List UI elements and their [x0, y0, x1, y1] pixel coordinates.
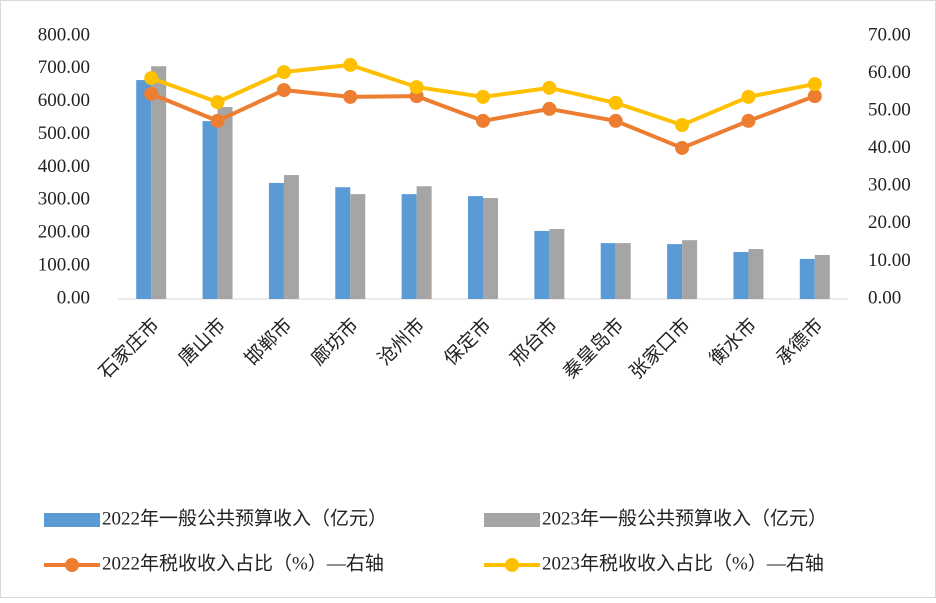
- line-marker: [343, 57, 358, 72]
- bar: [136, 80, 152, 300]
- line-marker: [675, 140, 690, 155]
- line-marker: [144, 71, 159, 86]
- bar: [549, 228, 565, 299]
- legend-swatch: [484, 513, 540, 527]
- bar: [615, 243, 631, 299]
- line-marker: [741, 113, 756, 128]
- y-tick-label: 0.00: [57, 287, 90, 308]
- y2-tick-label: 30.00: [868, 175, 911, 196]
- line-marker: [476, 113, 490, 128]
- bar: [600, 243, 616, 299]
- bar: [416, 186, 432, 299]
- bar: [682, 240, 698, 299]
- line-marker: [608, 113, 623, 128]
- bar: [748, 249, 764, 299]
- y-tick-label: 500.00: [38, 123, 90, 144]
- bar: [202, 121, 218, 300]
- legend-swatch: [505, 558, 519, 572]
- y-tick-label: 300.00: [38, 189, 90, 210]
- line-marker: [409, 80, 424, 95]
- bar: [814, 254, 830, 299]
- line-marker: [542, 80, 557, 95]
- y-tick-label: 400.00: [38, 156, 90, 177]
- line-marker: [210, 113, 225, 128]
- bar: [534, 230, 550, 299]
- y2-tick-label: 0.00: [868, 287, 901, 308]
- y2-tick-label: 10.00: [868, 250, 911, 271]
- bar: [401, 194, 417, 299]
- line-marker: [542, 101, 557, 116]
- line-marker: [476, 89, 490, 104]
- bar: [799, 258, 815, 299]
- y2-tick-label: 70.00: [868, 24, 911, 45]
- line-marker: [608, 95, 623, 110]
- line-marker: [807, 89, 822, 104]
- line-marker: [807, 77, 822, 92]
- bar: [733, 251, 749, 299]
- line-marker: [276, 83, 291, 98]
- line-marker: [210, 95, 225, 110]
- y2-tick-label: 50.00: [868, 100, 911, 121]
- legend-swatch: [65, 558, 79, 572]
- y-tick-label: 200.00: [38, 222, 90, 243]
- bar: [667, 244, 683, 299]
- y-tick-label: 600.00: [38, 90, 90, 111]
- line-marker: [343, 89, 358, 104]
- line-marker: [276, 65, 291, 80]
- y2-tick-label: 40.00: [868, 137, 911, 158]
- bar: [217, 107, 233, 299]
- legend-label: 2022年税收收入占比（%）—右轴: [102, 552, 384, 574]
- legend-swatch: [44, 513, 100, 527]
- bar: [283, 175, 299, 299]
- legend-label: 2023年税收收入占比（%）—右轴: [542, 552, 824, 574]
- bar: [350, 194, 366, 299]
- legend-label: 2023年一般公共预算收入（亿元）: [542, 507, 827, 529]
- y-tick-label: 700.00: [38, 57, 90, 78]
- line-marker: [675, 118, 690, 133]
- bar: [483, 198, 498, 299]
- bar: [468, 196, 483, 299]
- line-marker: [741, 89, 756, 104]
- legend-label: 2022年一般公共预算收入（亿元）: [102, 507, 387, 529]
- y-tick-label: 800.00: [38, 24, 90, 45]
- bar: [335, 187, 351, 299]
- y2-tick-label: 60.00: [868, 62, 911, 83]
- y-tick-label: 100.00: [38, 254, 90, 275]
- bar: [151, 66, 167, 300]
- y2-tick-label: 20.00: [868, 212, 911, 233]
- line-marker: [144, 86, 159, 101]
- bar: [268, 182, 284, 299]
